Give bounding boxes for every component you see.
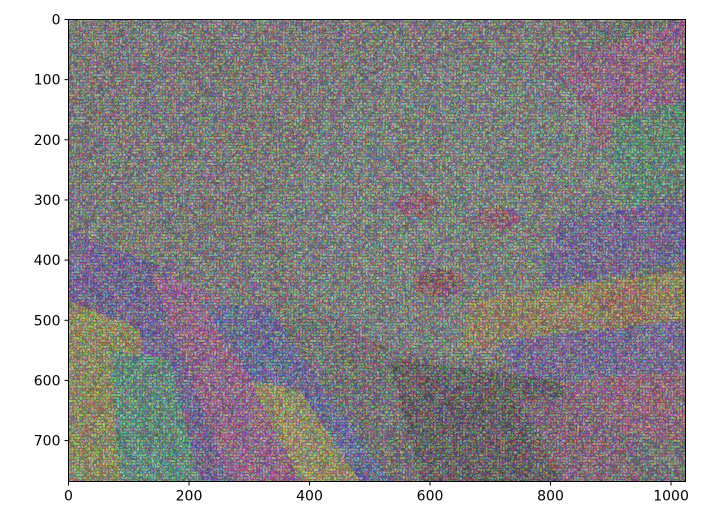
x-tick-label: 400 [296, 489, 323, 505]
x-tick-label: 200 [176, 489, 203, 505]
image-area [68, 19, 685, 481]
y-tick-label: 200 [34, 133, 61, 149]
y-tick-label: 600 [34, 373, 61, 389]
x-tick-label: 0 [64, 489, 73, 505]
y-axis: 0 100 200 300 400 500 600 700 [34, 13, 69, 450]
noise-overlay-2 [68, 19, 685, 481]
y-tick-label: 500 [34, 313, 61, 329]
y-tick-label: 100 [34, 73, 61, 89]
y-tick-label: 400 [34, 253, 61, 269]
y-tick-label: 700 [34, 434, 61, 450]
x-tick-label: 600 [417, 489, 444, 505]
axes-frame [68, 19, 686, 482]
x-tick-label: 1000 [653, 489, 689, 505]
y-tick-label: 0 [52, 13, 61, 29]
x-axis: 0 200 400 600 800 1000 [64, 481, 689, 505]
x-tick-label: 800 [537, 489, 564, 505]
y-tick-label: 300 [34, 193, 61, 209]
